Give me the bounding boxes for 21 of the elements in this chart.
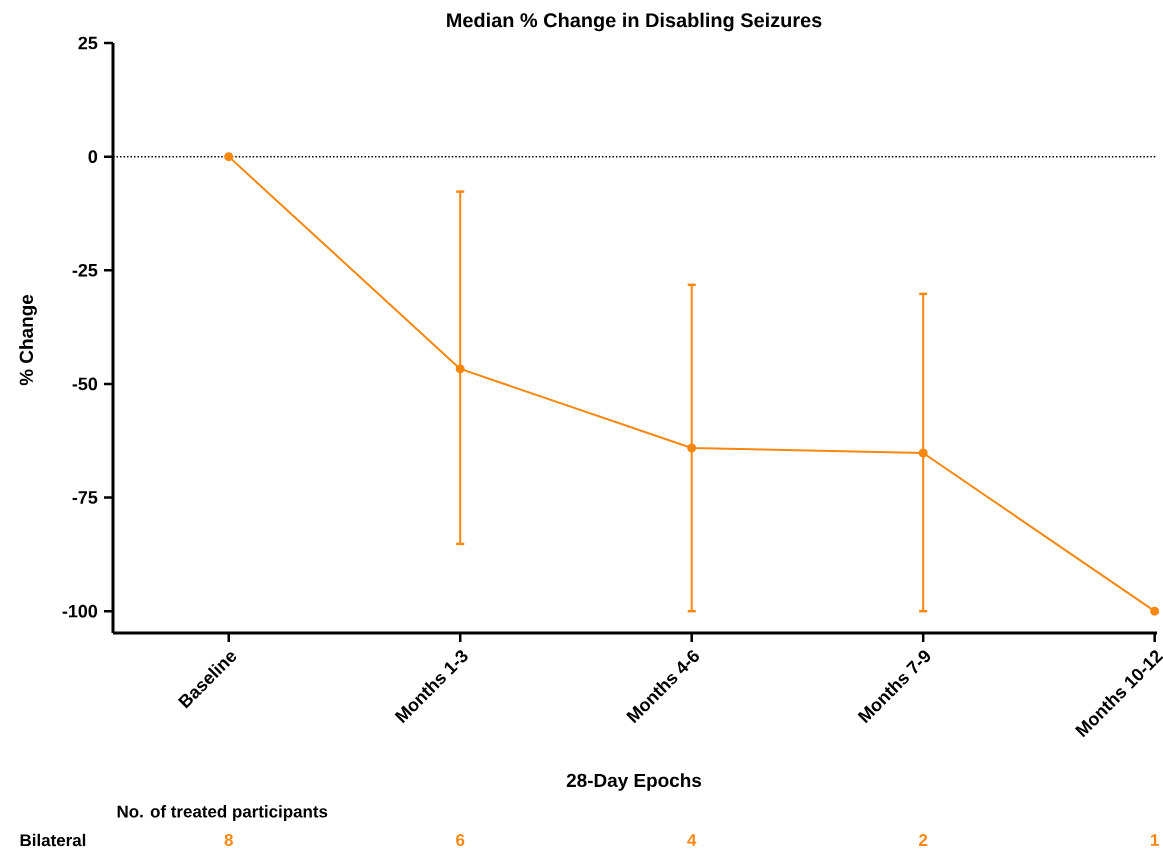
chart-title: Median % Change in Disabling Seizures (447, 12, 822, 32)
text: 8 (224, 834, 233, 846)
x-axis-title: 28-Day Epochs (566, 773, 702, 791)
text: 6 (456, 834, 465, 846)
y-tick-label: -50 (72, 377, 98, 391)
text: 1 (1151, 834, 1159, 846)
point (687, 443, 697, 453)
y-tick-label: -75 (72, 491, 98, 504)
text: 2 (919, 834, 928, 846)
text: No. of treated participants (117, 805, 328, 821)
point (455, 364, 465, 374)
point (918, 448, 928, 458)
y-tick-label: -25 (72, 263, 98, 277)
y-tick-label: 25 (78, 36, 98, 50)
text: Bilateral (20, 833, 86, 847)
y-axis-title: % Change (19, 294, 37, 386)
point (224, 152, 234, 162)
point (1150, 606, 1160, 616)
text: 4 (687, 834, 697, 846)
y-tick-label: -100 (62, 604, 98, 618)
y-tick-label: 0 (88, 150, 98, 163)
